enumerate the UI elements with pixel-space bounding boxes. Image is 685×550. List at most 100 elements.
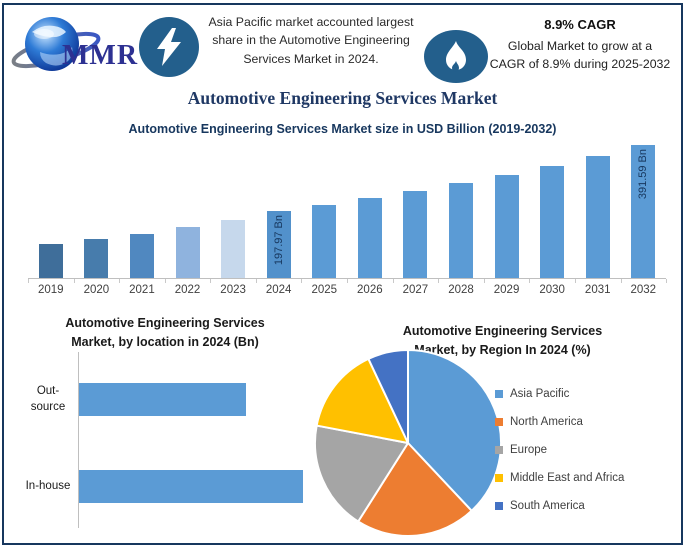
cagr-note: Global Market to grow at a CAGR of 8.9% …: [489, 39, 671, 71]
bar-2021: [129, 234, 154, 278]
x-label-2021: 2021: [129, 284, 155, 296]
x-label-2019: 2019: [37, 284, 64, 296]
hbar-out-source: [79, 383, 246, 416]
bar-2030: [540, 166, 565, 278]
pie-legend: Asia Pacific North America Europe Middle Ea…: [495, 380, 624, 520]
legend-item-north-america: North America: [495, 408, 624, 436]
tick: [257, 279, 303, 283]
pie-slice-south-america: [367, 349, 409, 444]
legend-swatch-icon: [495, 502, 503, 510]
tick: [485, 279, 531, 283]
asia-pacific-note: Asia Pacific market accounted largest sh…: [208, 15, 414, 66]
hbar-label-in-house: In-house: [25, 480, 71, 492]
bar-data-label-2024: 197.97 Bn: [272, 215, 285, 266]
x-label-2023: 2023: [220, 284, 246, 296]
bar-chart-title: Automotive Engineering Services Market s…: [128, 122, 557, 136]
tick: [576, 279, 622, 283]
flame-icon: [446, 40, 466, 71]
bar-cell-2021: [119, 145, 165, 278]
lightning-badge: [139, 17, 199, 77]
x-label-2030: 2030: [539, 284, 565, 296]
bar-2019: [38, 244, 63, 278]
flame-badge: [424, 30, 488, 83]
bar-2022: [175, 227, 200, 278]
bar-cell-2026: [347, 145, 393, 278]
x-label-2027: 2027: [402, 284, 429, 296]
legend-label: South America: [510, 500, 585, 512]
bar-2029: [494, 175, 519, 278]
tick: [394, 279, 440, 283]
x-label-2032: 2032: [630, 284, 657, 296]
bar-cell-2019: [28, 145, 74, 278]
mmr-logo-text: MMR: [62, 40, 139, 71]
bar-2032: 391.59 Bn: [631, 145, 656, 278]
x-label-2020: 2020: [83, 284, 110, 296]
bar-cell-2023: [210, 145, 256, 278]
bar-2023: [221, 220, 246, 278]
legend-item-middle-east-and-africa: Middle East and Africa: [495, 464, 624, 492]
bar-cell-2025: [301, 145, 347, 278]
x-axis-labels: 2019 2020 2021 2022 2023 2024 2025 2026 2027 2028…: [28, 284, 666, 296]
tick: [120, 279, 166, 283]
bar-data-label-2032: 391.59 Bn: [637, 149, 650, 200]
x-label-2024: 2024: [265, 284, 292, 296]
page-title: Automotive Engineering Services Market: [187, 88, 498, 108]
bar-cell-2032: 391.59 Bn: [621, 145, 667, 278]
bar-cell-2031: [575, 145, 621, 278]
bar-2026: [357, 198, 382, 278]
tick: [29, 279, 75, 283]
x-label-2025: 2025: [311, 284, 338, 296]
bar-cell-2028: [438, 145, 484, 278]
market-size-bar-chart: 197.97 Bn 391.59 Bn: [28, 145, 666, 279]
legend-label: Europe: [510, 444, 548, 456]
location-chart-title: Automotive Engineering Services Market, …: [65, 316, 265, 350]
mmr-logo: MMR: [10, 8, 140, 82]
legend-swatch-icon: [495, 418, 503, 426]
mmr-globe-icon: [11, 17, 101, 71]
x-label-2028: 2028: [448, 284, 474, 296]
x-label-2029: 2029: [493, 284, 520, 296]
bar-2020: [84, 239, 109, 278]
bar-2027: [403, 191, 428, 278]
x-axis-ticks: [28, 279, 668, 283]
legend-swatch-icon: [495, 474, 503, 482]
bar-cell-2022: [165, 145, 211, 278]
bar-cell-2020: [74, 145, 120, 278]
legend-label: North America: [510, 416, 583, 428]
location-bar-chart: [78, 352, 319, 528]
tick: [348, 279, 394, 283]
legend-label: Middle East and Africa: [510, 472, 625, 484]
bar-cell-2024: 197.97 Bn: [256, 145, 302, 278]
legend-label: Asia Pacific: [510, 388, 570, 400]
x-label-2031: 2031: [584, 284, 611, 296]
pie-slice-europe: [314, 424, 409, 523]
bar-cell-2029: [484, 145, 530, 278]
bar-2031: [585, 156, 610, 278]
x-label-2026: 2026: [357, 284, 383, 296]
cagr-title: 8.9% CAGR: [544, 17, 616, 32]
tick: [166, 279, 212, 283]
legend-swatch-icon: [495, 446, 503, 454]
pie-slice-north-america: [357, 442, 473, 537]
tick: [211, 279, 257, 283]
bar-cell-2030: [529, 145, 575, 278]
legend-item-asia-pacific: Asia Pacific: [495, 380, 624, 408]
legend-item-europe: Europe: [495, 436, 624, 464]
pie-slice-middle-east-and-africa: [315, 357, 409, 444]
bar-2024: 197.97 Bn: [266, 211, 291, 278]
tick: [302, 279, 349, 283]
tick: [530, 279, 576, 283]
bar-cell-2027: [393, 145, 439, 278]
cagr-block: 8.9% CAGR Global Market to grow at a CAG…: [487, 17, 673, 74]
lightning-icon: [157, 28, 181, 66]
tick: [75, 279, 121, 283]
bar-2028: [448, 183, 473, 278]
hbar-label-out-source: Out- source: [30, 385, 66, 413]
bar-2025: [312, 205, 337, 278]
hbar-in-house: [79, 470, 303, 503]
pie-slice-asia-pacific: [407, 349, 502, 512]
region-pie-chart: [314, 349, 502, 537]
tick: [622, 279, 668, 283]
legend-swatch-icon: [495, 390, 503, 398]
x-label-2022: 2022: [174, 284, 201, 296]
